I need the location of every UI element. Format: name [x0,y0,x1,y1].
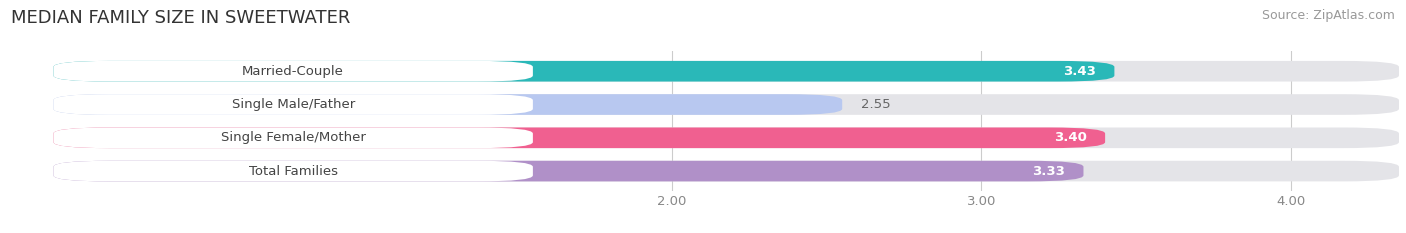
Text: MEDIAN FAMILY SIZE IN SWEETWATER: MEDIAN FAMILY SIZE IN SWEETWATER [11,9,350,27]
FancyBboxPatch shape [53,127,1105,148]
FancyBboxPatch shape [53,161,533,182]
Text: 3.33: 3.33 [1032,164,1064,178]
Text: Single Female/Mother: Single Female/Mother [221,131,366,144]
FancyBboxPatch shape [53,161,1084,182]
Text: Source: ZipAtlas.com: Source: ZipAtlas.com [1261,9,1395,22]
FancyBboxPatch shape [53,61,1115,82]
Text: 3.43: 3.43 [1063,65,1095,78]
Text: Total Families: Total Families [249,164,337,178]
Text: 3.40: 3.40 [1053,131,1087,144]
FancyBboxPatch shape [53,61,1399,82]
FancyBboxPatch shape [53,94,533,115]
FancyBboxPatch shape [53,61,533,82]
Text: 2.55: 2.55 [860,98,890,111]
Text: Single Male/Father: Single Male/Father [232,98,354,111]
FancyBboxPatch shape [53,94,842,115]
FancyBboxPatch shape [53,127,1399,148]
FancyBboxPatch shape [53,94,1399,115]
FancyBboxPatch shape [53,127,533,148]
Text: Married-Couple: Married-Couple [242,65,344,78]
FancyBboxPatch shape [53,161,1399,182]
